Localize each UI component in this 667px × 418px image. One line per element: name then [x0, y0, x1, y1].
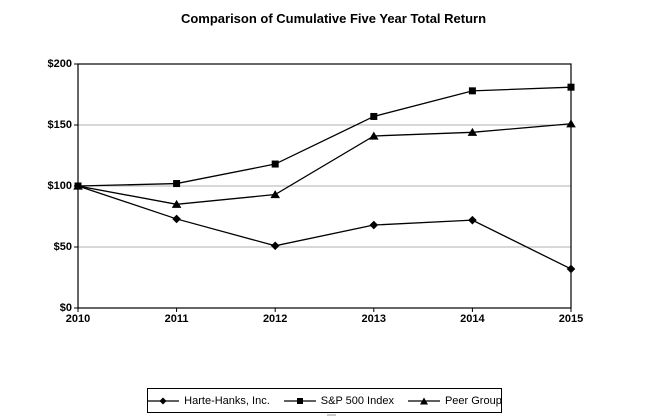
series-marker-diamond [468, 215, 477, 225]
x-tick-label: 2014 [460, 313, 485, 325]
series-marker-square [370, 112, 378, 120]
legend-item: Peer Group [407, 394, 502, 407]
y-tick-label: $200 [47, 58, 72, 70]
x-tick-label: 2015 [558, 313, 584, 325]
legend-label: S&P 500 Index [320, 394, 394, 407]
y-tick-label: $150 [47, 119, 72, 131]
x-tick-label: 2013 [361, 313, 387, 325]
series-marker-square [468, 87, 476, 95]
series-marker-square [271, 160, 279, 168]
y-tick-label: $0 [59, 302, 72, 314]
x-tick-label: 2010 [65, 313, 91, 325]
legend-item: Harte-Hanks, Inc. [147, 395, 270, 407]
chart-title: Comparison of Cumulative Five Year Total… [180, 11, 487, 26]
series-line [77, 86, 572, 187]
legend-square-swatch-icon [283, 397, 316, 404]
legend-label: Harte-Hanks, Inc. [184, 394, 270, 407]
x-tick-label: 2012 [262, 313, 288, 325]
legend-triangle-swatch-icon [407, 397, 440, 404]
series-marker-triangle [171, 199, 182, 208]
legend: Harte-Hanks, Inc. S&P 500 Index Peer Group [147, 388, 502, 413]
series-marker-diamond [270, 241, 280, 251]
y-tick-label: $50 [53, 241, 72, 253]
series-marker-square [74, 182, 82, 190]
series-marker-triangle [270, 190, 280, 199]
series-marker-triangle [467, 127, 478, 136]
series-marker-diamond [369, 220, 379, 230]
legend-label: Peer Group [444, 394, 502, 407]
series-line [77, 123, 572, 205]
series-marker-square [173, 180, 181, 188]
legend-diamond-swatch-icon [147, 397, 180, 404]
series-marker-diamond [172, 214, 181, 224]
series-marker-square [567, 83, 575, 91]
series-marker-diamond [566, 264, 576, 274]
series-marker-triangle [566, 119, 576, 128]
y-tick-label: $100 [47, 180, 72, 192]
x-tick-label: 2011 [164, 313, 189, 325]
series-marker-triangle [369, 131, 379, 140]
page-artifact [327, 414, 336, 416]
series-line [77, 185, 572, 270]
legend-item: S&P 500 Index [283, 394, 394, 407]
